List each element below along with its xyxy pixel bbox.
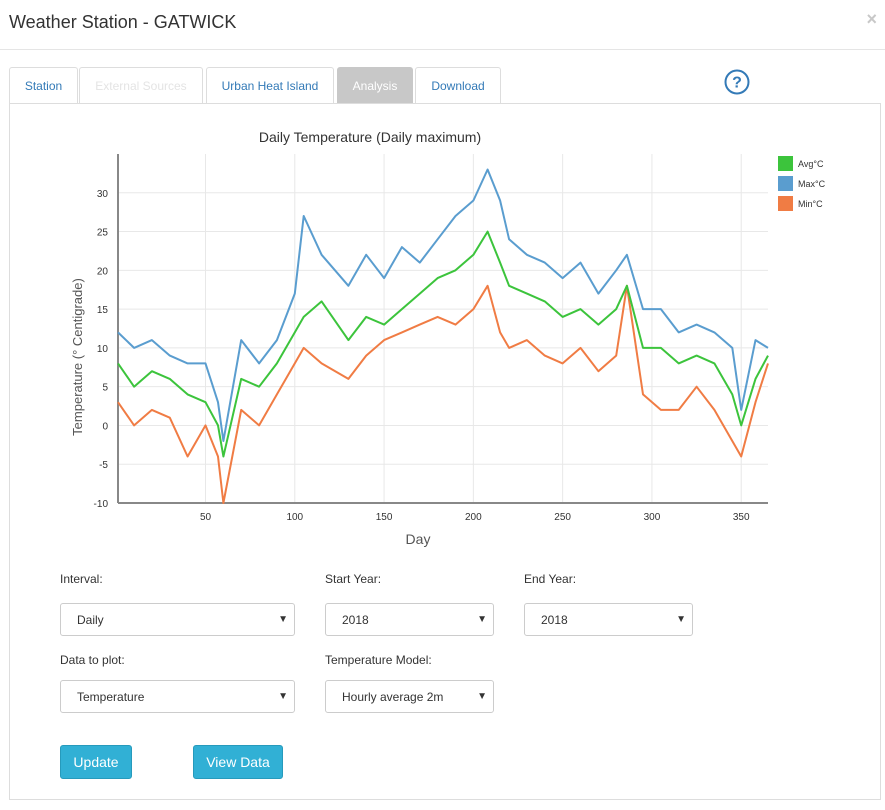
y-tick-label: 10 [97,344,109,355]
close-icon[interactable]: × [866,9,877,29]
chevron-down-icon: ▼ [676,614,686,625]
legend-label: Avg°C [798,159,824,169]
data-to-plot-value: Temperature [77,689,145,704]
y-axis-label: Temperature (° Centigrade) [70,278,85,436]
chart-title: Daily Temperature (Daily maximum) [259,129,481,145]
chevron-down-icon: ▼ [477,691,487,702]
chart-legend: Avg°C Max°C Min°C [778,156,826,211]
y-tick-label: -5 [99,460,108,471]
y-tick-label: 5 [102,383,108,394]
temp-model-label: Temperature Model: [325,653,432,667]
end-year-select[interactable]: 2018 ▼ [524,603,693,636]
tab-external-sources: External Sources [79,67,203,104]
interval-select[interactable]: Daily ▼ [60,603,295,636]
interval-value: Daily [77,612,104,627]
y-tick-label: 15 [97,305,109,316]
chevron-down-icon: ▼ [477,614,487,625]
y-tick-label: 30 [97,189,109,200]
chart-svg: Daily Temperature (Daily maximum) -10 -5 0… [70,129,826,547]
help-icon-glyph: ? [732,75,742,92]
tab-station[interactable]: Station [9,67,78,104]
start-year-select[interactable]: 2018 ▼ [325,603,494,636]
modal-title: Weather Station - GATWICK [9,12,237,32]
legend-swatch [778,196,793,211]
tab-urban-heat-island[interactable]: Urban Heat Island [206,67,334,104]
chevron-down-icon: ▼ [278,614,288,625]
legend-swatch [778,176,793,191]
y-tick-label: 25 [97,228,109,239]
x-tick-label: 50 [200,512,212,523]
chart-ticks: -10 -5 0 5 10 15 20 25 30 50 100 150 200 250 300 350 [94,189,750,523]
y-tick-label: 20 [97,266,109,277]
series-line-avgc [117,230,769,458]
interval-label: Interval: [60,572,103,586]
x-tick-label: 350 [733,512,750,523]
chevron-down-icon: ▼ [278,691,288,702]
view-data-button[interactable]: View Data [193,745,283,779]
series-line-maxc [117,168,769,442]
temp-model-value: Hourly average 2m [342,689,444,704]
x-tick-label: 100 [286,512,303,523]
y-tick-label: -10 [94,499,109,510]
legend-label: Max°C [798,179,826,189]
modal-header: Weather Station - GATWICK × [0,0,885,50]
update-button[interactable]: Update [60,745,132,779]
chart-axes [117,154,768,504]
data-to-plot-select[interactable]: Temperature ▼ [60,680,295,713]
series-line-minc [117,284,769,504]
x-tick-label: 200 [465,512,482,523]
x-tick-label: 300 [644,512,661,523]
chart-lines [117,168,769,504]
x-tick-label: 150 [376,512,393,523]
start-year-value: 2018 [342,612,369,627]
data-to-plot-label: Data to plot: [60,653,125,667]
y-tick-label: 0 [102,421,108,432]
temperature-chart: Daily Temperature (Daily maximum) -10 -5 0… [60,125,840,555]
x-axis-label: Day [406,531,431,547]
end-year-label: End Year: [524,572,577,586]
help-icon[interactable]: ? [724,69,750,95]
legend-label: Min°C [798,199,823,209]
end-year-value: 2018 [541,612,568,627]
tab-analysis[interactable]: Analysis [337,67,413,104]
start-year-label: Start Year: [325,572,382,586]
temp-model-select[interactable]: Hourly average 2m ▼ [325,680,494,713]
x-tick-label: 250 [554,512,571,523]
tab-download[interactable]: Download [415,67,501,104]
legend-swatch [778,156,793,171]
